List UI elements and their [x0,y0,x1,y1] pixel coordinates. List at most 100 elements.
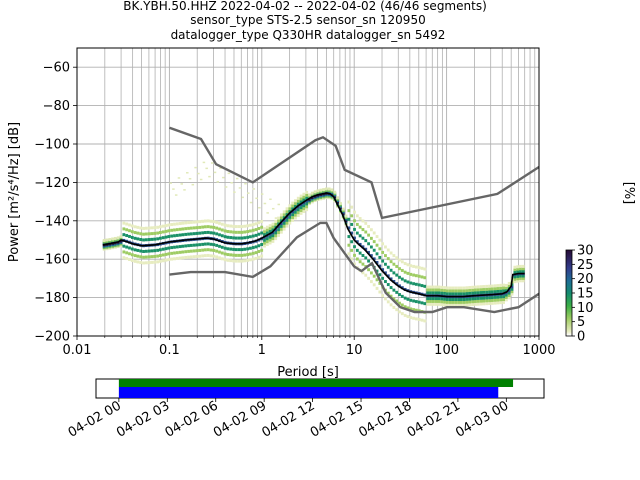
heatmap-cell [454,286,458,290]
heatmap-cell [189,249,193,253]
heatmap-cell [406,263,410,267]
heatmap-cell [339,201,342,205]
heatmap-cell [294,199,297,203]
heatmap-cell [372,283,376,287]
heatmap-cell [313,190,317,194]
heatmap-cell [186,172,189,174]
heatmap-cell [142,255,145,259]
heatmap-cell [434,288,438,292]
heatmap-cell [274,228,278,232]
heatmap-cell [465,292,469,296]
heatmap-cell [507,293,511,297]
heatmap-cell [240,253,244,257]
heatmap-cell [240,225,244,229]
heatmap-cell [403,296,407,300]
heatmap-cell [246,258,250,262]
heatmap-cell [136,254,140,258]
heatmap-cell [234,225,238,229]
heatmap-cell [181,250,185,254]
colorbar-step [566,268,572,271]
heatmap-cell [521,264,525,268]
heatmap-cell [133,236,137,240]
heatmap-cell [119,235,123,239]
heatmap-cell [426,285,430,289]
heatmap-cell [369,228,373,232]
heatmap-cell [257,221,261,225]
heatmap-cell [485,290,489,294]
heatmap-cell [265,225,269,229]
heatmap-cell [386,291,390,295]
heatmap-cell [232,247,235,251]
heatmap-cell [350,248,354,252]
coverage-tick-label: 04-02 06 [163,398,221,440]
heatmap-cell [288,212,292,216]
heatmap-cell [144,249,148,253]
heatmap-cell [167,252,171,256]
heatmap-cell [249,246,252,250]
heatmap-cell [282,218,286,222]
colorbar-label: [%] [621,182,636,205]
heatmap-cell [153,260,157,264]
heatmap-cell [251,246,255,250]
heatmap-cell [279,219,283,223]
heatmap-cell [361,262,365,266]
x-axis-ticks: 0.01 0.1 1 10 100 1000 [63,336,556,358]
heatmap-cell [496,298,500,302]
heatmap-cell [431,297,435,301]
heatmap-cell [485,296,489,300]
heatmap-cell [234,259,238,263]
heatmap-cell [420,266,424,270]
heatmap-cell [178,233,182,237]
heatmap-cell [392,305,396,309]
heatmap-cell [173,251,176,255]
heatmap-cell [384,297,387,301]
heatmap-cell [392,262,396,266]
heatmap-cell [195,254,199,258]
heatmap-cell [490,298,494,302]
heatmap-cell [454,300,458,304]
heatmap-cell [406,271,410,275]
heatmap-cell [187,232,190,236]
heatmap-cell [299,194,303,198]
heatmap-cell [488,299,491,303]
colorbar-step [566,260,572,263]
heatmap-cell [147,255,151,259]
heatmap-cell [316,189,320,193]
heatmap-cell [361,271,365,275]
heatmap-cell [437,288,441,292]
heatmap-cell [392,280,396,284]
heatmap-cell [490,301,494,305]
heatmap-cell [170,257,174,261]
heatmap-cell [255,197,258,200]
heatmap-cell [395,282,399,286]
heatmap-cell [128,252,131,256]
heatmap-cell [412,308,415,312]
heatmap-cell [175,233,179,237]
heatmap-cell [251,234,255,238]
coverage-tick-label: 04-02 21 [405,398,463,440]
heatmap-cell [431,285,435,289]
heatmap-cell [355,248,359,252]
heatmap-cell [437,285,441,289]
heatmap-cell [274,231,278,235]
heatmap-cell [192,232,196,236]
heatmap-cell [265,237,269,241]
heatmap-cell [513,268,517,272]
heatmap-cell [205,167,208,170]
heatmap-cell [513,275,517,279]
heatmap-cell [392,297,396,301]
heatmap-cell [451,303,455,307]
coverage-bar-psd [118,387,499,398]
colorbar-step [566,328,572,331]
heatmap-cell [258,206,261,209]
heatmap-cell [504,298,508,302]
heatmap-cell [493,298,497,302]
heatmap-cell [192,255,196,259]
heatmap-cell [260,248,264,252]
heatmap-cell [201,242,205,246]
heatmap-cell [440,297,444,301]
colorbar-tick-label: 10 [577,301,594,316]
heatmap-cell [305,190,309,194]
heatmap-cell [510,285,514,289]
